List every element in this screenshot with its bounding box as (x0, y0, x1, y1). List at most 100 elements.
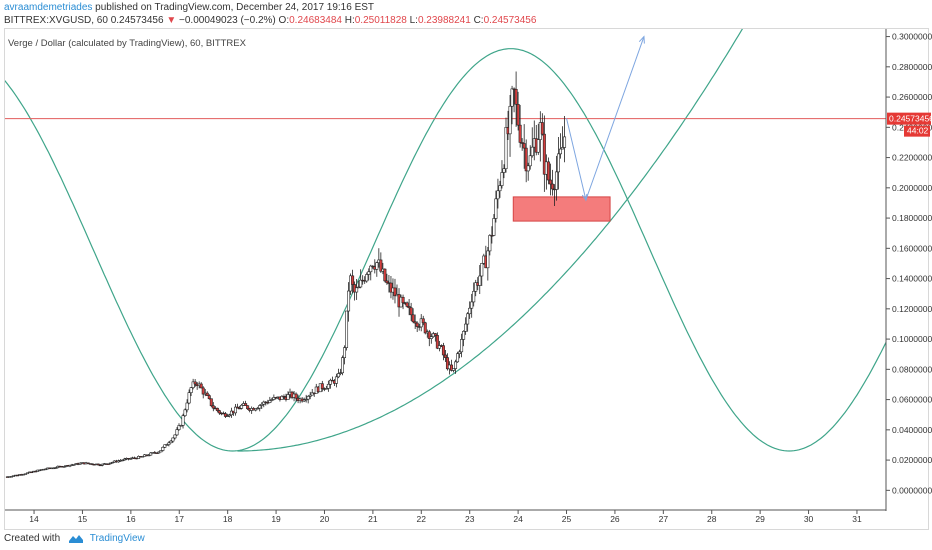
candle-body (474, 282, 478, 292)
candle-body (270, 399, 274, 401)
candle-body (423, 322, 427, 334)
candle-body (375, 262, 379, 270)
candle-body (189, 387, 193, 393)
x-tick-label: 26 (610, 514, 620, 524)
candle-body (122, 458, 126, 461)
candle-body (554, 171, 558, 190)
candle-body (72, 464, 76, 466)
candle-body (282, 396, 286, 398)
candle-body (324, 388, 328, 390)
candle-body (496, 190, 500, 200)
candle-body (244, 403, 248, 406)
candle-body (550, 183, 554, 190)
candle-body (494, 198, 498, 219)
candle-body (452, 368, 456, 371)
footer: Created with TradingView (4, 533, 145, 544)
candle-body (169, 440, 173, 444)
candle-body (191, 381, 195, 388)
candle-body (336, 373, 340, 378)
open-label: O: (278, 15, 290, 26)
candle-body (334, 376, 338, 384)
candle-body (357, 286, 361, 289)
candle-body (409, 307, 413, 316)
candle-body (510, 88, 514, 107)
candle-body (393, 287, 397, 297)
candle-body (468, 307, 472, 315)
candle-body (286, 394, 290, 400)
candle-body (504, 127, 508, 170)
x-tick-label: 19 (271, 514, 281, 524)
x-tick-label: 17 (175, 514, 185, 524)
x-tick-label: 25 (562, 514, 572, 524)
candle-body (96, 463, 100, 466)
candle-body (227, 414, 231, 417)
candle-body (351, 275, 355, 285)
candle-body (30, 471, 34, 474)
candle-body (548, 179, 552, 185)
candle-body (433, 333, 437, 336)
candle-body (502, 168, 506, 173)
candle-body (536, 139, 540, 153)
candle-body (147, 454, 151, 457)
candle-body (308, 394, 312, 397)
candle-body (201, 387, 205, 395)
candle-body (240, 404, 244, 409)
high-value: 0.25011828 (354, 15, 407, 26)
x-tick-label: 29 (755, 514, 765, 524)
arrow-head-icon (581, 193, 588, 202)
publish-text: published on TradingView.com, December 2… (95, 2, 375, 13)
candle-body (466, 313, 470, 325)
tradingview-link[interactable]: TradingView (89, 533, 145, 544)
candle-body (280, 396, 284, 400)
candle-body (86, 462, 90, 464)
candle-body (106, 463, 110, 465)
candle-body (445, 357, 449, 370)
x-tick-label: 20 (320, 514, 330, 524)
candle-body (262, 401, 266, 405)
candle-body (54, 467, 58, 469)
candle-body (215, 407, 219, 411)
x-tick-label: 21 (368, 514, 378, 524)
low-value: 0.23988241 (417, 15, 471, 26)
candle-body (480, 263, 484, 277)
candle-body (347, 290, 351, 312)
candle-body (120, 459, 124, 462)
candle-body (157, 451, 161, 454)
candle-body (236, 406, 240, 409)
candle-body (437, 345, 441, 349)
candle-body (167, 442, 171, 445)
last-value: 0.24573456 (110, 15, 164, 26)
candle-body (516, 103, 520, 126)
candle-body (44, 468, 48, 471)
candle-body (165, 444, 169, 446)
candle-body (207, 395, 211, 400)
x-tick-label: 14 (29, 514, 39, 524)
candle-body (462, 331, 466, 340)
candle-body (211, 405, 215, 409)
candle-body (443, 354, 447, 358)
candle-body (385, 280, 389, 284)
open-value: 0.24683484 (289, 15, 342, 26)
candle-body (514, 88, 518, 105)
publish-info: avraamdemetriades published on TradingVi… (4, 2, 374, 13)
created-with-text: Created with (4, 533, 61, 544)
candle-body (137, 456, 141, 459)
candle-body (256, 407, 260, 410)
candle-body (193, 381, 197, 385)
candle-body (302, 399, 306, 402)
candle-body (217, 410, 221, 414)
x-tick-label: 30 (804, 514, 814, 524)
candle-body (310, 392, 314, 396)
candle-body (492, 218, 496, 236)
candle-body (441, 345, 445, 356)
support-zone-box[interactable] (512, 196, 611, 222)
candle-body (199, 383, 203, 389)
author-link[interactable]: avraamdemetriades (4, 2, 93, 13)
candle-body (488, 235, 492, 252)
candle-body (159, 450, 163, 453)
candle-body (141, 456, 145, 458)
